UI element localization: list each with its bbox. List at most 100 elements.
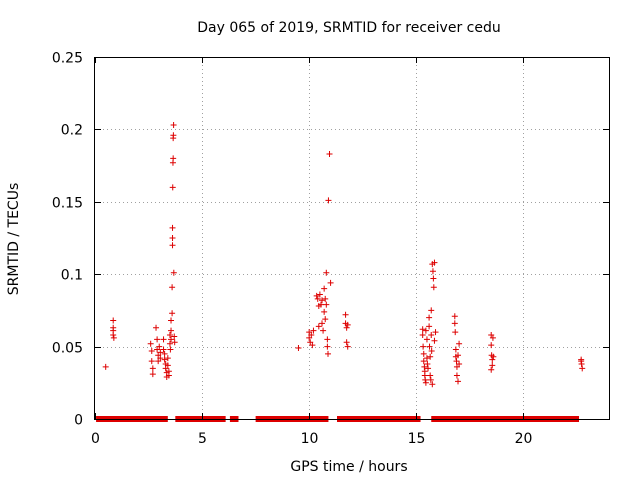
- data-point: [148, 358, 155, 365]
- data-point: [579, 365, 586, 372]
- data-point: [452, 329, 459, 336]
- data-point: [169, 284, 176, 291]
- data-point: [156, 343, 163, 350]
- data-point: [110, 317, 117, 324]
- data-point: [170, 269, 177, 276]
- data-point: [425, 365, 432, 372]
- data-point: [420, 343, 427, 350]
- x-tick-label: 10: [301, 431, 319, 447]
- data-point: [323, 301, 330, 308]
- chart-title: Day 065 of 2019, SRMTID for receiver ced…: [197, 20, 500, 36]
- data-point: [452, 346, 459, 353]
- data-points: [102, 122, 586, 388]
- data-point: [168, 317, 175, 324]
- data-point: [427, 372, 434, 379]
- data-point: [428, 332, 435, 339]
- data-point: [325, 350, 332, 357]
- data-point: [453, 358, 460, 365]
- data-point: [317, 301, 324, 308]
- x-tick-label: 20: [515, 431, 533, 447]
- data-point: [343, 339, 350, 346]
- data-point: [451, 313, 458, 320]
- data-point: [451, 320, 458, 327]
- grid: [95, 57, 609, 419]
- data-point: [319, 297, 326, 304]
- data-point: [168, 336, 175, 343]
- data-point: [169, 235, 176, 241]
- data-point: [169, 242, 176, 249]
- data-point: [419, 326, 426, 333]
- data-point: [313, 292, 320, 299]
- data-point: [431, 337, 438, 344]
- data-point: [419, 332, 426, 339]
- data-point: [455, 352, 462, 359]
- data-point: [169, 184, 176, 191]
- data-point: [147, 340, 154, 347]
- data-point: [455, 378, 462, 385]
- data-point: [428, 347, 435, 354]
- data-point: [170, 155, 177, 162]
- data-point: [149, 365, 156, 372]
- data-point: [102, 363, 109, 370]
- x-axis-label: GPS time / hours: [290, 459, 407, 475]
- data-point: [169, 224, 176, 231]
- data-point: [490, 353, 497, 360]
- y-tick-label: 0.2: [61, 123, 83, 139]
- data-point: [170, 122, 177, 129]
- data-point: [168, 327, 175, 334]
- data-point: [426, 323, 433, 330]
- data-point: [148, 347, 155, 354]
- data-point: [321, 285, 328, 292]
- data-point: [423, 336, 430, 343]
- data-point: [343, 324, 350, 331]
- data-point: [456, 360, 463, 367]
- x-tick-label: 15: [408, 431, 426, 447]
- data-point: [453, 372, 460, 379]
- data-point: [429, 268, 436, 275]
- data-point: [327, 279, 334, 286]
- data-point: [423, 355, 430, 362]
- data-point: [422, 379, 429, 386]
- data-point: [315, 323, 322, 330]
- data-point: [431, 259, 438, 266]
- data-point: [344, 343, 351, 350]
- plot-frame: [94, 57, 610, 420]
- data-point: [420, 350, 427, 357]
- data-point: [320, 327, 327, 334]
- data-point: [489, 356, 496, 363]
- data-point: [170, 132, 177, 139]
- axis-ticks: 0 5 10 15 20 0 0.05 0.1 0.15 0.2 0.25: [52, 51, 609, 447]
- data-point: [321, 308, 328, 315]
- data-point: [164, 362, 171, 369]
- data-point: [166, 332, 173, 339]
- data-point: [489, 362, 496, 369]
- data-point: [488, 366, 495, 373]
- data-point: [323, 269, 330, 276]
- data-point: [325, 197, 332, 204]
- data-point: [157, 349, 164, 356]
- data-point: [326, 151, 333, 158]
- y-tick-label: 0.25: [52, 51, 83, 67]
- data-point: [420, 358, 427, 365]
- data-point: [160, 346, 167, 353]
- data-point: [316, 291, 323, 298]
- data-point: [427, 353, 434, 360]
- y-tick-label: 0.1: [61, 268, 83, 284]
- data-point: [489, 334, 496, 341]
- data-point: [169, 310, 176, 317]
- data-point: [110, 332, 117, 339]
- data-point: [166, 340, 173, 347]
- data-point: [430, 275, 437, 282]
- data-point: [165, 372, 172, 379]
- data-point: [344, 321, 351, 328]
- data-point: [161, 350, 168, 357]
- data-point: [171, 333, 178, 340]
- data-point: [110, 334, 117, 341]
- data-point: [310, 327, 317, 334]
- data-point: [432, 329, 439, 336]
- data-point: [427, 376, 434, 383]
- data-point: [422, 376, 429, 383]
- data-point: [422, 327, 429, 334]
